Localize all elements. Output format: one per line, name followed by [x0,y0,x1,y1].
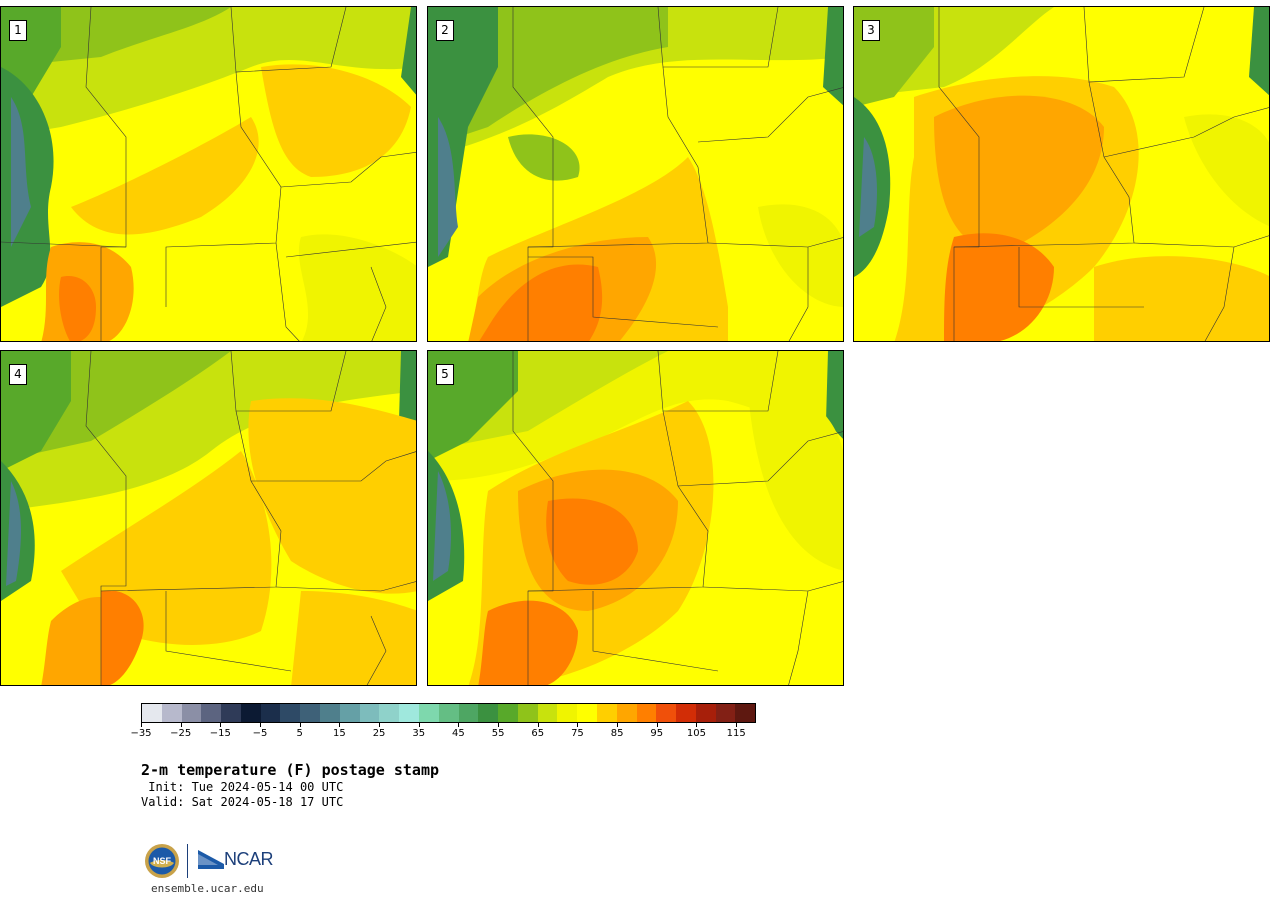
colorbar-swatch [260,704,281,722]
init-time: Init: Tue 2024-05-14 00 UTC [141,780,344,794]
colorbar-swatch [715,704,736,722]
colorbar-swatch [320,704,340,722]
member-panel-5: 5 [427,350,844,686]
colorbar-swatch [735,704,756,722]
nsf-seal-icon: NSF [145,844,179,878]
tick-label: 115 [726,728,746,739]
colorbar-swatch [339,704,360,722]
tick-mark [617,722,619,727]
colorbar-swatch [478,704,499,722]
colorbar-swatch [280,704,301,722]
colorbar-ticks: −35 −25 −15 −5 5 15 25 35 45 55 65 75 85 95 105 115 [130,722,756,742]
colorbar-swatch [557,704,578,722]
member-panel-2: 2 [427,6,844,342]
colorbar-swatch [181,704,202,722]
colorbar-swatch [577,704,597,722]
tick-label: −25 [170,728,192,739]
tick-label: −5 [252,728,268,739]
colorbar-swatch [636,704,657,722]
tick-label: −35 [130,728,152,739]
colorbar-swatch [161,704,182,722]
figure-title: 2-m temperature (F) postage stamp [141,761,440,779]
tick-mark [418,722,420,727]
member-panel-4: 4 [0,350,417,686]
member-panel-3: 3 [853,6,1270,342]
tick-mark [498,722,500,727]
tick-label: 55 [491,728,505,739]
tick-label: 35 [412,728,426,739]
colorbar-swatch [399,704,419,722]
colorbar-swatch [596,704,617,722]
svg-text:NSF: NSF [153,856,172,866]
tick-label: 25 [372,728,386,739]
tick-label: 65 [531,728,545,739]
colorbar-swatch [221,704,241,722]
temperature-map [1,351,416,685]
colorbar-swatch [300,704,321,722]
colorbar-swatch [379,704,400,722]
ncar-mark-icon [198,850,224,869]
colorbar-swatch [695,704,716,722]
tick-mark [656,722,658,727]
colorbar-swatch [458,704,479,722]
site-url: ensemble.ucar.edu [151,882,264,895]
colorbar-swatch [537,704,558,722]
tick-mark [299,722,301,727]
temperature-map [428,7,843,341]
valid-time: Valid: Sat 2024-05-18 17 UTC [141,795,344,809]
colorbar-swatch [142,704,162,722]
tick-label: 95 [650,728,664,739]
member-panel-1: 1 [0,6,417,342]
colorbar-swatch [201,704,222,722]
nsf-ncar-logo: NSF NCAR [144,843,274,879]
colorbar-swatch [438,704,459,722]
temperature-map [854,7,1269,341]
tick-label: −15 [209,728,231,739]
colorbar-swatch [616,704,637,722]
colorbar-swatch [498,704,518,722]
tick-label: 85 [610,728,624,739]
colorbar-swatch [359,704,380,722]
tick-mark [220,722,222,727]
tick-mark [696,722,698,727]
ncar-logo-text: NCAR [224,849,274,869]
tick-mark [141,722,142,727]
colorbar-swatch [656,704,677,722]
colorbar-swatch [418,704,439,722]
member-label: 5 [436,364,454,385]
tick-label: 5 [296,728,303,739]
tick-label: 105 [686,728,707,739]
tick-mark [180,722,182,727]
tick-mark [458,722,460,727]
tick-mark [736,722,738,727]
colorbar-swatch [517,704,538,722]
tick-label: 15 [333,728,346,739]
tick-label: 45 [452,728,465,739]
tick-mark [577,722,579,727]
tick-label: 75 [571,728,584,739]
colorbar-swatch [676,704,696,722]
tick-mark [260,722,262,727]
tick-mark [379,722,381,727]
tick-mark [339,722,341,727]
colorbar-swatch [240,704,261,722]
temperature-map [428,351,843,685]
member-label: 3 [862,20,880,41]
member-label: 1 [9,20,27,41]
tick-mark [537,722,539,727]
logo-divider [187,844,188,878]
temperature-colorbar [141,703,756,723]
member-label: 2 [436,20,454,41]
temperature-map [1,7,416,341]
member-label: 4 [9,364,27,385]
